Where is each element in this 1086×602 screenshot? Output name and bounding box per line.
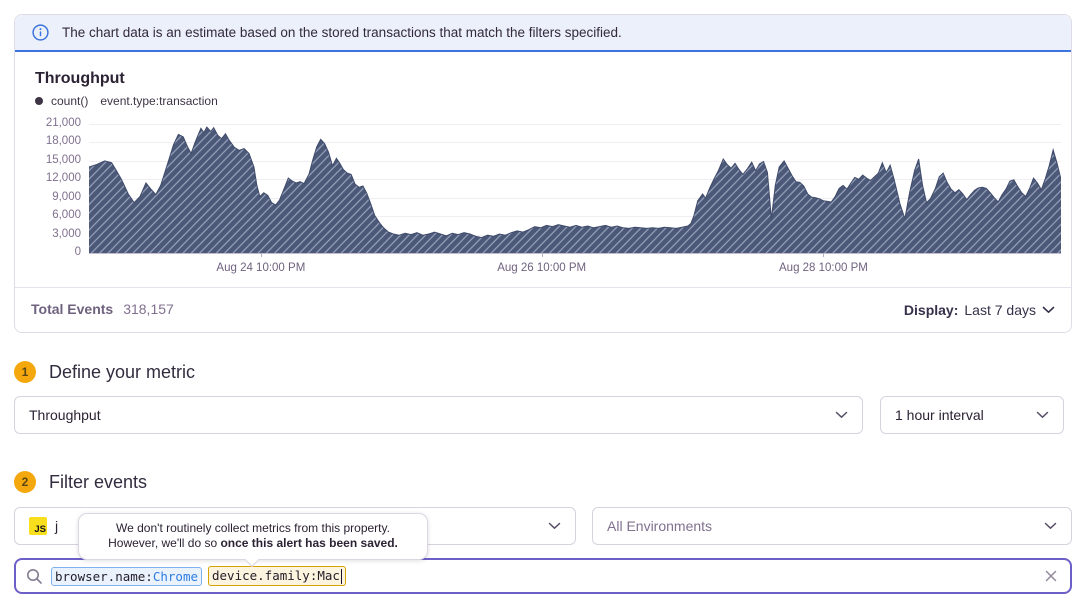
filter-section-header: 2 Filter events (14, 471, 147, 493)
chart-plot-area[interactable] (89, 124, 1061, 254)
y-tick-label: 18,000 (45, 135, 81, 148)
metric-controls-row: Throughput 1 hour interval (14, 396, 1064, 434)
x-axis: Aug 24 10:00 PM Aug 26 10:00 PM Aug 28 10:… (89, 253, 1061, 281)
environment-select-value: All Environments (607, 518, 713, 534)
x-tick-label: Aug 26 10:00 PM (497, 262, 587, 274)
x-tick-mark (823, 253, 825, 257)
y-tick-label: 9,000 (52, 190, 81, 203)
y-tick-label: 15,000 (45, 153, 81, 166)
environment-select[interactable]: All Environments (592, 507, 1072, 545)
gridline (89, 124, 1061, 125)
step-1-badge: 1 (14, 361, 36, 383)
metric-select-value: Throughput (29, 407, 101, 423)
y-axis: 21,000 18,000 15,000 12,000 9,000 6,000 3,000 0 (35, 117, 89, 258)
y-tick-label: 6,000 (52, 209, 81, 222)
token-value: Mac (317, 568, 340, 583)
throughput-area-chart (89, 124, 1061, 253)
js-badge-label: JS (34, 524, 46, 535)
x-tick-label: Aug 28 10:00 PM (779, 262, 868, 274)
display-range-dropdown[interactable]: Display: Last 7 days (904, 302, 1055, 318)
chevron-down-icon (1042, 306, 1055, 313)
gridline (89, 197, 1061, 199)
y-tick-label: 0 (74, 246, 81, 258)
close-icon (1045, 570, 1057, 582)
total-events: Total Events 318,157 (31, 301, 174, 319)
info-banner: The chart data is an estimate based on t… (15, 15, 1071, 52)
filter-section-title: Filter events (49, 471, 148, 492)
gridline (89, 216, 1061, 218)
legend-series-label: count() (51, 94, 89, 108)
search-icon (27, 568, 42, 584)
area-series (89, 127, 1061, 253)
total-events-label: Total Events (31, 301, 114, 317)
chart-legend: count() event.type:transaction (35, 94, 1061, 108)
metrics-collection-tooltip: We don't routinely collect metrics from … (78, 513, 428, 568)
info-icon (32, 24, 49, 41)
token-value: Chrome (152, 568, 198, 584)
project-select-value: j (55, 518, 59, 534)
metric-section-title: Define your metric (49, 361, 196, 382)
y-tick-label: 21,000 (45, 117, 81, 129)
token-key: device.family: (212, 568, 318, 583)
legend-dot-icon (35, 97, 43, 105)
search-token-device-family[interactable]: device.family:Mac (208, 566, 347, 586)
interval-select-value: 1 hour interval (895, 407, 984, 423)
filter-search-input[interactable]: browser.name:Chrome device.family:Mac (14, 558, 1072, 594)
x-tick-mark (541, 253, 543, 257)
metric-select[interactable]: Throughput (14, 396, 863, 434)
tooltip-line-2-bold: once this alert has been saved. (220, 536, 398, 550)
clear-search-button[interactable] (1044, 569, 1058, 583)
tooltip-line-1: We don't routinely collect metrics from … (116, 521, 390, 535)
chart-body: 21,000 18,000 15,000 12,000 9,000 6,000 3,000 0 (35, 117, 1061, 258)
y-tick-label: 3,000 (52, 227, 81, 240)
chart-title: Throughput (35, 70, 125, 87)
tooltip-line-2: However, we'll do so once this alert has… (91, 536, 415, 551)
info-banner-text: The chart data is an estimate based on t… (62, 25, 622, 40)
total-events-value: 318,157 (123, 301, 174, 317)
chart-section: Throughput count() event.type:transactio… (15, 52, 1071, 287)
y-tick-label: 12,000 (45, 172, 81, 185)
x-axis-baseline (89, 253, 1061, 254)
chevron-down-icon (1036, 411, 1049, 418)
legend-query-label: event.type:transaction (100, 94, 218, 108)
step-2-badge: 2 (14, 471, 36, 493)
gridline (89, 179, 1061, 181)
gridline (89, 142, 1061, 144)
display-label: Display: (903, 302, 959, 318)
chevron-down-icon (835, 411, 848, 418)
tooltip-line-2-prefix: However, we'll do so (108, 536, 221, 550)
metric-section-header: 1 Define your metric (14, 361, 195, 383)
text-cursor (340, 569, 343, 584)
search-token-list: browser.name:Chrome device.family:Mac (51, 566, 1036, 586)
token-key: browser.name: (55, 568, 153, 584)
search-token-browser-name[interactable]: browser.name:Chrome (51, 566, 202, 586)
display-value: Last 7 days (964, 302, 1036, 318)
chart-card: The chart data is an estimate based on t… (14, 14, 1072, 333)
gridline (89, 160, 1061, 162)
area-series-line (89, 127, 1061, 238)
x-tick-label: Aug 24 10:00 PM (216, 262, 306, 274)
x-tick-mark (260, 253, 262, 257)
chevron-down-icon (548, 522, 561, 529)
interval-select[interactable]: 1 hour interval (880, 396, 1064, 434)
chevron-down-icon (1044, 522, 1057, 529)
chart-card-footer: Total Events 318,157 Display: Last 7 days (15, 287, 1071, 332)
javascript-project-icon: JS (29, 517, 47, 535)
